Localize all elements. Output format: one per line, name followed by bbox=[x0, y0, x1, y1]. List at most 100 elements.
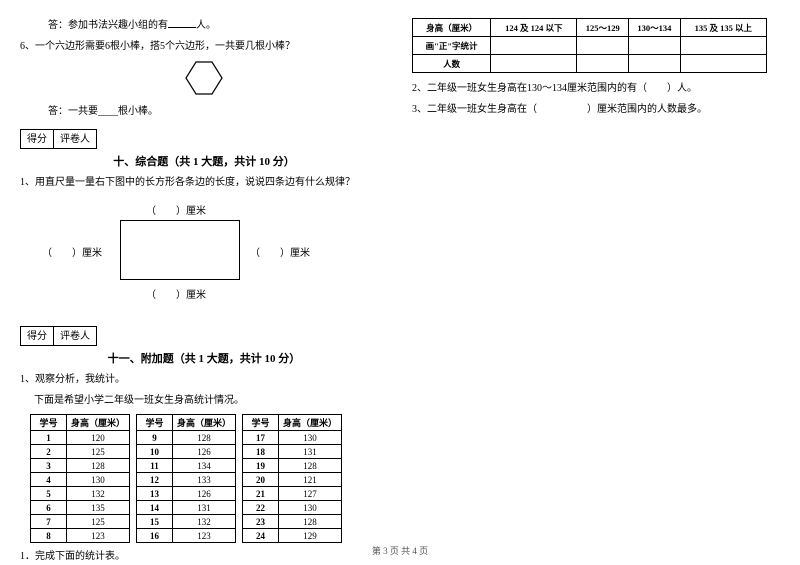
table-cell: 128 bbox=[67, 459, 130, 473]
table-cell: 123 bbox=[173, 529, 236, 543]
table-header: 身高（厘米） bbox=[173, 415, 236, 431]
table-cell: 19 bbox=[243, 459, 279, 473]
table-cell: 6 bbox=[31, 501, 67, 515]
table-row: 4130 bbox=[31, 473, 130, 487]
grader-label: 评卷人 bbox=[54, 129, 97, 149]
stats-cell[interactable] bbox=[629, 55, 681, 73]
table-cell: 2 bbox=[31, 445, 67, 459]
table-header: 学号 bbox=[243, 415, 279, 431]
table-header: 身高（厘米） bbox=[279, 415, 342, 431]
height-tables: 学号身高（厘米）11202125312841305132613571258123… bbox=[30, 414, 388, 543]
hexagon-icon bbox=[184, 60, 224, 96]
stats-header: 135 及 135 以上 bbox=[680, 19, 766, 37]
table-cell: 132 bbox=[173, 515, 236, 529]
table-row: 6135 bbox=[31, 501, 130, 515]
stats-cell[interactable] bbox=[491, 37, 577, 55]
bottom-label: （ ）厘米 bbox=[146, 286, 206, 301]
table-cell: 24 bbox=[243, 529, 279, 543]
table-cell: 12 bbox=[137, 473, 173, 487]
table-cell: 23 bbox=[243, 515, 279, 529]
table-cell: 135 bbox=[67, 501, 130, 515]
stats-row: 画"正"字统计 bbox=[413, 37, 767, 55]
table-row: 12133 bbox=[137, 473, 236, 487]
sec11-q1-sub: 下面是希望小学二年级一班女生身高统计情况。 bbox=[20, 393, 388, 408]
table-cell: 130 bbox=[279, 431, 342, 445]
table-cell: 17 bbox=[243, 431, 279, 445]
score-box-10: 得分 评卷人 bbox=[20, 129, 388, 149]
table-row: 8123 bbox=[31, 529, 130, 543]
table-row: 9128 bbox=[137, 431, 236, 445]
table-cell: 21 bbox=[243, 487, 279, 501]
table-row: 16123 bbox=[137, 529, 236, 543]
stats-row: 人数 bbox=[413, 55, 767, 73]
table-cell: 132 bbox=[67, 487, 130, 501]
stats-cell[interactable] bbox=[680, 55, 766, 73]
stats-header: 130～134 bbox=[629, 19, 681, 37]
table-cell: 128 bbox=[173, 431, 236, 445]
table-cell: 1 bbox=[31, 431, 67, 445]
right-label: （ ）厘米 bbox=[250, 244, 310, 259]
page-footer: 第 3 页 共 4 页 bbox=[0, 544, 800, 557]
table-cell: 129 bbox=[279, 529, 342, 543]
table-cell: 3 bbox=[31, 459, 67, 473]
table-cell: 120 bbox=[67, 431, 130, 445]
table-row: 15132 bbox=[137, 515, 236, 529]
top-label: （ ）厘米 bbox=[146, 202, 206, 217]
q5-suffix: 人。 bbox=[196, 20, 216, 31]
q6-answer: 答：一共要____根小棒。 bbox=[20, 104, 388, 119]
table-cell: 133 bbox=[173, 473, 236, 487]
section-11-title: 十一、附加题（共 1 大题，共计 10 分） bbox=[20, 350, 388, 366]
table-cell: 7 bbox=[31, 515, 67, 529]
table-cell: 16 bbox=[137, 529, 173, 543]
table-cell: 131 bbox=[279, 445, 342, 459]
table-row: 10126 bbox=[137, 445, 236, 459]
table-row: 20121 bbox=[243, 473, 342, 487]
table-cell: 130 bbox=[67, 473, 130, 487]
stats-cell[interactable] bbox=[577, 37, 629, 55]
sec11-q1: 1、观察分析，我统计。 bbox=[20, 372, 388, 387]
table-cell: 14 bbox=[137, 501, 173, 515]
table-b: 学号身高（厘米）91281012611134121331312614131151… bbox=[136, 414, 236, 543]
table-cell: 9 bbox=[137, 431, 173, 445]
table-cell: 126 bbox=[173, 445, 236, 459]
rectangle-shape bbox=[120, 220, 240, 280]
table-cell: 4 bbox=[31, 473, 67, 487]
q5-prefix: 答：参加书法兴趣小组的有 bbox=[48, 20, 168, 31]
table-row: 5132 bbox=[31, 487, 130, 501]
table-cell: 18 bbox=[243, 445, 279, 459]
table-header: 身高（厘米） bbox=[67, 415, 130, 431]
q6-text: 6、一个六边形需要6根小棒，搭5个六边形，一共要几根小棒？ bbox=[20, 39, 388, 54]
stats-header: 124 及 124 以下 bbox=[491, 19, 577, 37]
table-cell: 123 bbox=[67, 529, 130, 543]
table-header: 学号 bbox=[31, 415, 67, 431]
q5-blank[interactable] bbox=[168, 18, 196, 28]
table-cell: 125 bbox=[67, 445, 130, 459]
table-cell: 11 bbox=[137, 459, 173, 473]
table-cell: 22 bbox=[243, 501, 279, 515]
table-row: 3128 bbox=[31, 459, 130, 473]
table-cell: 128 bbox=[279, 515, 342, 529]
table-cell: 128 bbox=[279, 459, 342, 473]
table-row: 22130 bbox=[243, 501, 342, 515]
grader-label-11: 评卷人 bbox=[54, 326, 97, 346]
stats-cell[interactable] bbox=[629, 37, 681, 55]
table-row: 13126 bbox=[137, 487, 236, 501]
table-row: 21127 bbox=[243, 487, 342, 501]
table-row: 19128 bbox=[243, 459, 342, 473]
hexagon-figure bbox=[20, 60, 388, 96]
stats-cell[interactable] bbox=[680, 37, 766, 55]
table-cell: 121 bbox=[279, 473, 342, 487]
table-row: 17130 bbox=[243, 431, 342, 445]
table-row: 24129 bbox=[243, 529, 342, 543]
table-cell: 130 bbox=[279, 501, 342, 515]
rectangle-diagram: （ ）厘米 （ ）厘米 （ ）厘米 （ ）厘米 bbox=[50, 196, 310, 316]
table-cell: 15 bbox=[137, 515, 173, 529]
left-label: （ ）厘米 bbox=[42, 244, 102, 259]
stats-cell[interactable] bbox=[491, 55, 577, 73]
stats-row-label: 人数 bbox=[413, 55, 491, 73]
table-row: 14131 bbox=[137, 501, 236, 515]
table-row: 18131 bbox=[243, 445, 342, 459]
stats-cell[interactable] bbox=[577, 55, 629, 73]
score-label: 得分 bbox=[20, 129, 54, 149]
table-cell: 5 bbox=[31, 487, 67, 501]
